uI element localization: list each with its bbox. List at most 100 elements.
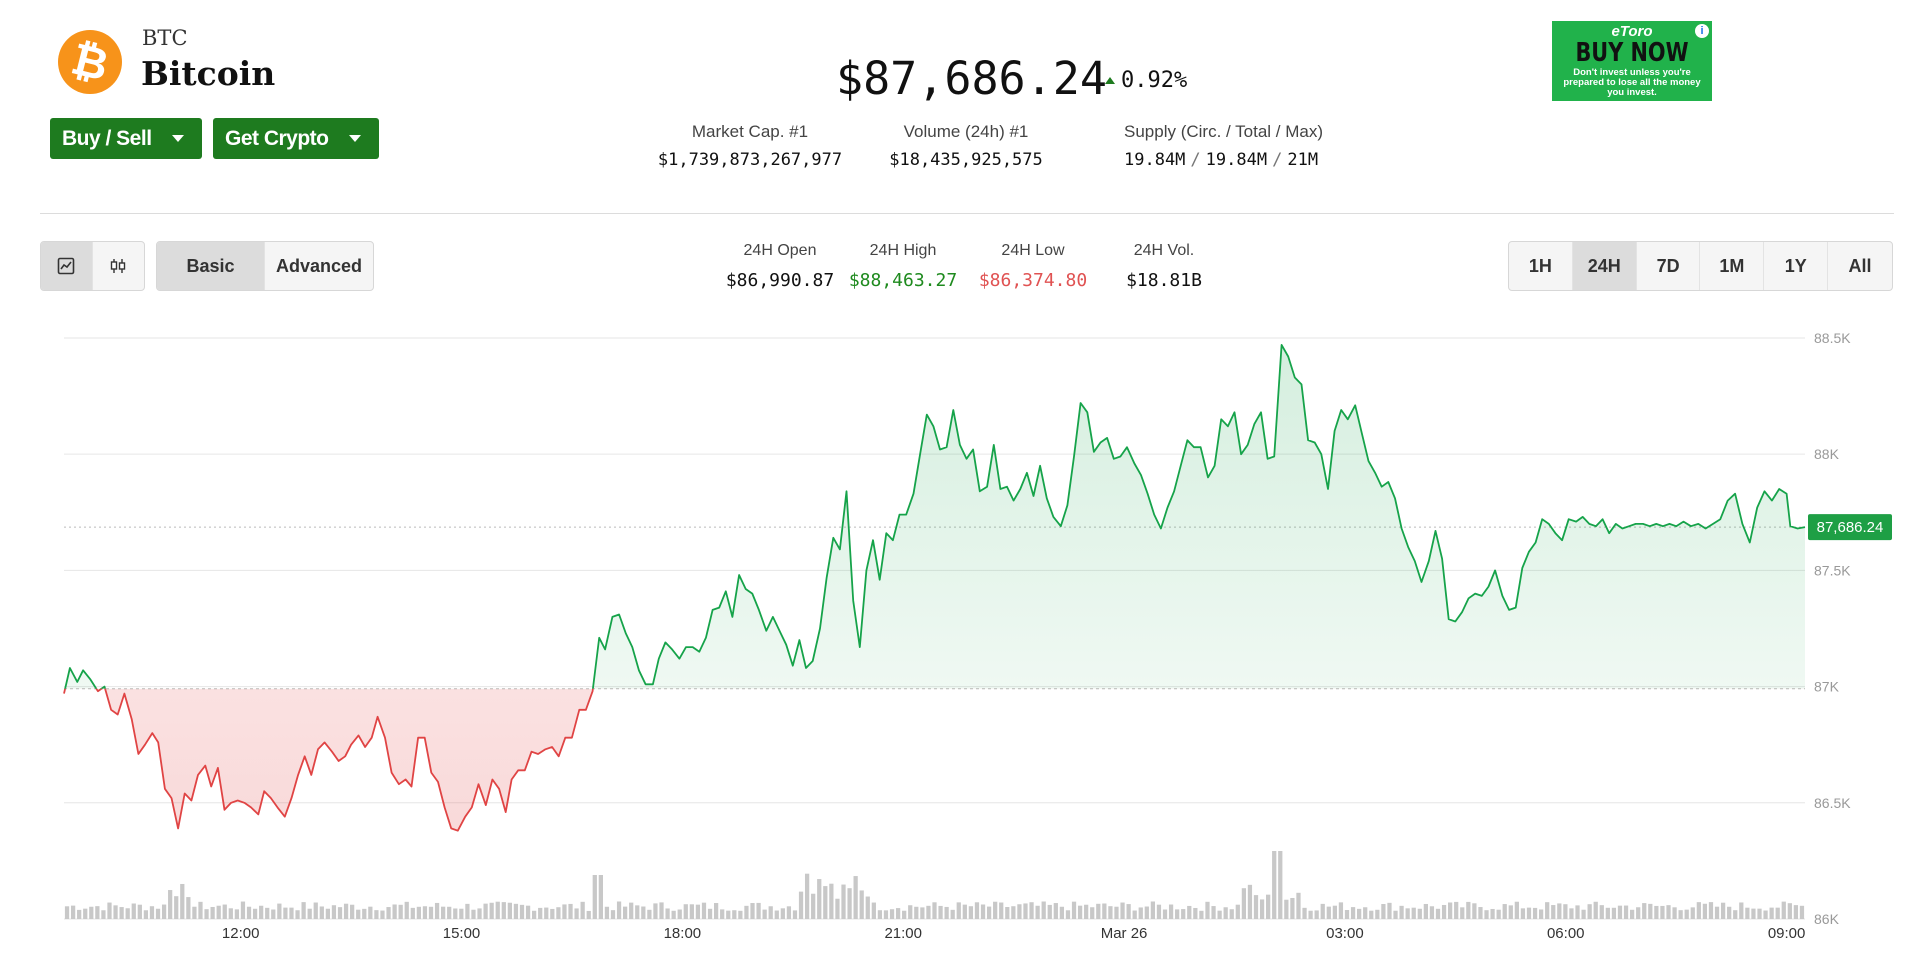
volume-bar [610,910,616,919]
line-chart-icon [57,257,75,275]
volume-bar [823,886,828,919]
volume-bar [325,908,331,919]
volume-bar [780,908,785,919]
volume-bar [938,905,943,919]
volume-bar [1193,907,1198,919]
volume-bar [525,905,531,919]
buy-sell-button[interactable]: Buy / Sell [50,118,202,159]
volume-bar [119,907,124,919]
volume-bar [1448,902,1453,919]
volume-bar [1175,909,1180,919]
volume-bar [398,904,403,919]
volume-bar [902,910,907,919]
advanced-mode-button[interactable]: Advanced [275,255,363,276]
volume-bar [1727,906,1732,919]
volume-bar [1077,905,1083,919]
volume-bar [1168,904,1174,919]
volume-bar [507,902,512,919]
volume-bar [228,908,233,919]
volume-bar [993,901,998,919]
volume-bar [1023,903,1028,919]
range-24h-button[interactable]: 24H [1572,242,1637,290]
volume-bar [1660,905,1665,919]
volume-bar [1120,902,1125,919]
volume-bar [1714,906,1720,919]
volume-bar [835,898,840,919]
volume-bar [1684,909,1689,919]
price-chart[interactable]: 88.5K 88K 87.5K 87K 86.5K 86K 12:00 15:00 18:00 2… [0,300,1906,972]
volume-bar [1266,894,1271,919]
volume-bar [574,908,579,919]
volume-bar [1375,909,1380,919]
volume-bar [889,909,895,919]
volume-bar [1472,903,1477,919]
volume-bar [204,909,209,919]
volume-bar [1393,910,1398,919]
volume-bar [841,884,846,919]
volume-bar [259,905,264,919]
volume-bar [920,907,925,919]
volume-bar [962,904,967,919]
volume-bar [1429,906,1435,919]
get-crypto-label: Get Crypto [225,126,329,150]
low-24h-label: 24H Low [1001,242,1065,259]
volume-bar [271,909,276,919]
candlestick-button[interactable] [93,242,145,290]
range-1m-button[interactable]: 1M [1700,242,1765,290]
y-tick-label: 88.5K [1814,330,1851,346]
ad-info-icon[interactable]: i [1695,24,1709,38]
range-7d-button[interactable]: 7D [1637,242,1701,290]
volume-bar [441,906,446,919]
get-crypto-button[interactable]: Get Crypto [213,118,379,159]
volume-bar [313,902,318,919]
volume-bar [107,902,112,919]
volume-bar [1642,903,1647,919]
volume-bar [495,901,500,919]
volume-bar [1035,905,1040,919]
volume-bar [568,903,573,919]
price-change-value: 0.92% [1121,68,1188,93]
volume-bar [635,905,640,919]
volume-bar [811,893,816,919]
y-tick-label: 87K [1814,679,1840,695]
volume-bar [647,909,652,919]
x-tick-label: 21:00 [884,925,922,942]
line-chart-button[interactable] [41,242,93,290]
range-1y-button[interactable]: 1Y [1764,242,1829,290]
volume-bar [1047,904,1052,919]
volume-bar [252,908,258,919]
supply-label: Supply (Circ. / Total / Max) [1124,122,1324,141]
current-price: $87,686.24 [836,52,1107,105]
volume-bar [1320,903,1325,919]
volume-bar [944,906,949,919]
volume-bar [586,910,591,919]
volume-bar [337,907,343,919]
volume-bar [1599,905,1604,919]
volume-bar [538,907,543,919]
range-all-button[interactable]: All [1848,255,1872,276]
x-tick-label: Mar 26 [1101,925,1148,942]
volume-bar [1029,902,1034,919]
range-1h-button[interactable]: 1H [1509,242,1573,290]
volume-bar [161,904,167,919]
volume-bar [1332,905,1337,919]
volume-bar [544,907,549,919]
volume-bar [137,904,142,919]
volume-bar [1454,901,1459,919]
etoro-ad-banner[interactable]: eToro BUY NOW Don't invest unless you're… [1552,21,1712,101]
volume-bar [1387,902,1392,919]
volume-bar [1654,905,1659,919]
bitcoin-icon: ₿ [66,32,114,92]
volume-bar [1259,899,1265,919]
basic-mode-button[interactable]: Basic [157,242,265,290]
volume-bar [155,908,161,919]
volume-bar [798,891,804,919]
volume-bar [562,904,567,919]
volume-bar [428,906,434,919]
volume-bar [744,905,749,919]
volume-bar [1181,909,1186,919]
volume-bar [1187,905,1192,919]
volume-bar [1569,908,1574,919]
volume-bar [1065,910,1071,919]
volume-bar [447,906,452,919]
